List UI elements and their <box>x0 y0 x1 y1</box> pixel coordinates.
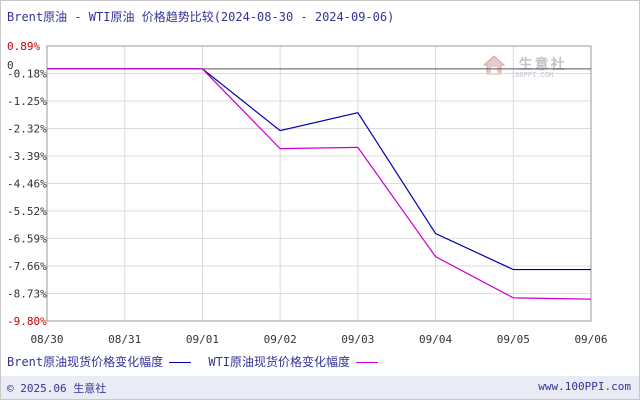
x-tick-label: 09/03 <box>341 333 374 346</box>
series-lines <box>47 68 592 300</box>
legend-swatch-wti <box>356 362 379 363</box>
x-tick-label: 09/01 <box>186 333 219 346</box>
y-tick-label: -1.25% <box>7 95 47 108</box>
x-tick-label: 09/04 <box>419 333 452 346</box>
zero-label: 0 <box>7 59 14 72</box>
legend-item-brent: Brent原油现货价格变化幅度 <box>7 353 192 370</box>
y-tick-label: -3.39% <box>7 150 47 163</box>
y-tick-label: 0.89% <box>7 40 40 53</box>
y-tick-label: -7.66% <box>7 260 47 273</box>
y-tick-label: -2.32% <box>7 123 47 136</box>
series-line-brent <box>47 68 591 271</box>
y-tick-label: -0.18% <box>7 68 47 81</box>
plot-border <box>46 45 592 322</box>
x-tick-label: 09/06 <box>574 333 607 346</box>
footer-site-link[interactable]: www.100PPI.com <box>538 380 631 393</box>
legend: Brent原油现货价格变化幅度 WTI原油现货价格变化幅度 <box>7 353 388 370</box>
legend-label-brent: Brent原油现货价格变化幅度 <box>7 355 164 369</box>
watermark-url: 100PPI.COM <box>511 71 554 79</box>
x-tick-label: 08/31 <box>108 333 141 346</box>
y-tick-label: -6.59% <box>7 233 47 246</box>
legend-label-wti: WTI原油现货价格变化幅度 <box>208 355 351 369</box>
legend-swatch-brent <box>169 362 192 363</box>
x-tick-label: 09/05 <box>497 333 530 346</box>
y-tick-label: -9.80% <box>7 315 47 328</box>
y-tick-label: -5.52% <box>7 205 47 218</box>
y-tick-label: -8.73% <box>7 288 47 301</box>
y-tick-label: -4.46% <box>7 178 47 191</box>
grid <box>46 45 592 322</box>
legend-item-wti: WTI原油现货价格变化幅度 <box>208 353 379 370</box>
x-tick-label: 09/02 <box>264 333 297 346</box>
line-chart: 0.89% -0.18% -1.25% -2.32% -3.39% -4.46% -5.52… <box>7 40 608 346</box>
footer: © 2025.06 生意社 www.100PPI.com <box>1 376 639 399</box>
series-line-wti <box>47 68 592 300</box>
chart-title: Brent原油 - WTI原油 价格趋势比较(2024-08-30 - 2024… <box>7 10 395 24</box>
footer-copyright: © 2025.06 生意社 <box>7 382 107 395</box>
tick-labels: 0.89% -0.18% -1.25% -2.32% -3.39% -4.46% -5.52… <box>7 40 608 346</box>
x-tick-label: 08/30 <box>30 333 63 346</box>
